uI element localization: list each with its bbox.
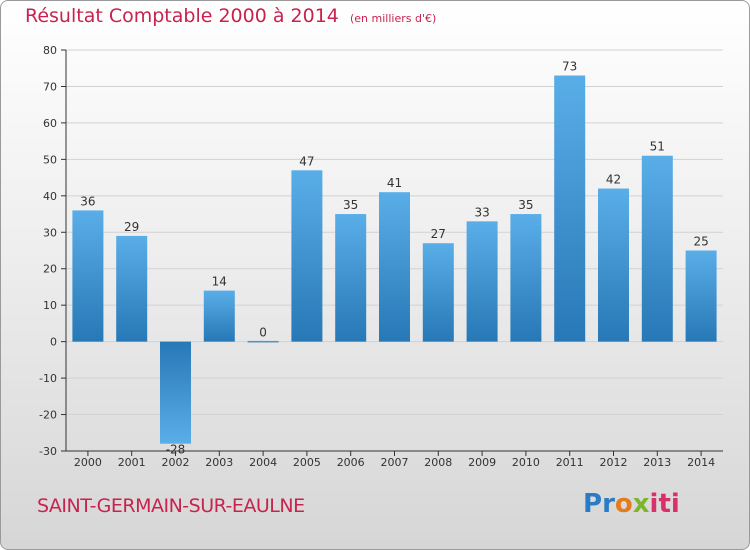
x-tick-label: 2012 bbox=[600, 456, 628, 469]
data-label: 25 bbox=[693, 235, 708, 249]
y-tick-label: 0 bbox=[50, 336, 57, 349]
data-label: 0 bbox=[259, 326, 267, 340]
x-tick-label: 2001 bbox=[118, 456, 146, 469]
data-label: -28 bbox=[166, 443, 186, 457]
x-tick-label: 2009 bbox=[468, 456, 496, 469]
data-label: 42 bbox=[606, 173, 621, 187]
bar bbox=[685, 250, 717, 342]
bar bbox=[335, 214, 367, 342]
y-tick-label: 10 bbox=[43, 299, 57, 312]
x-tick-label: 2010 bbox=[512, 456, 540, 469]
chart-title: Résultat Comptable 2000 à 2014 bbox=[25, 5, 339, 27]
data-label: 35 bbox=[518, 198, 533, 212]
bar bbox=[466, 221, 498, 342]
data-label: 29 bbox=[124, 220, 139, 234]
x-tick-label: 2007 bbox=[381, 456, 409, 469]
x-tick-label: 2011 bbox=[556, 456, 584, 469]
bar bbox=[379, 192, 410, 342]
x-tick-label: 2003 bbox=[205, 456, 233, 469]
bar bbox=[422, 243, 454, 342]
logo-letter: o bbox=[614, 489, 633, 519]
data-label: 33 bbox=[474, 205, 489, 219]
data-label: 47 bbox=[299, 154, 314, 168]
place-name: SAINT-GERMAIN-SUR-EAULNE bbox=[37, 495, 305, 517]
bar bbox=[554, 75, 586, 342]
bar bbox=[291, 170, 323, 342]
x-tick-label: 2008 bbox=[424, 456, 452, 469]
y-tick-label: 70 bbox=[43, 80, 57, 93]
bar-layer bbox=[72, 75, 717, 444]
bar bbox=[72, 210, 104, 342]
y-tick-label: -30 bbox=[39, 445, 57, 458]
x-tick-label: 2013 bbox=[643, 456, 671, 469]
bar bbox=[116, 235, 148, 342]
data-label: 35 bbox=[343, 198, 358, 212]
x-tick-label: 2004 bbox=[249, 456, 277, 469]
logo-letter: t bbox=[658, 489, 671, 519]
x-tick-label: 2002 bbox=[162, 456, 190, 469]
data-label: 14 bbox=[212, 275, 227, 289]
bar bbox=[160, 341, 191, 444]
logo-letter: r bbox=[602, 489, 615, 519]
y-tick-label: 50 bbox=[43, 153, 57, 166]
data-label: 27 bbox=[431, 227, 446, 241]
data-label: 51 bbox=[650, 140, 665, 154]
y-tick-label: 60 bbox=[43, 117, 57, 130]
y-tick-label: 40 bbox=[43, 190, 57, 203]
chart-subtitle: (en milliers d'€) bbox=[349, 12, 437, 25]
bar bbox=[510, 214, 542, 342]
y-tick-label: -10 bbox=[39, 372, 57, 385]
logo-letter: P bbox=[583, 489, 603, 519]
bar bbox=[203, 290, 235, 342]
data-label: 41 bbox=[387, 176, 402, 190]
title-row: Résultat Comptable 2000 à 2014 (en milli… bbox=[25, 5, 436, 27]
data-label: 36 bbox=[80, 194, 95, 208]
x-tick-label: 2005 bbox=[293, 456, 321, 469]
logo-letter: x bbox=[632, 489, 650, 519]
y-tick-label: -20 bbox=[39, 409, 57, 422]
bar bbox=[641, 155, 673, 342]
label-layer: 36 29 -28 14 0 47 35 41 27 33 35 73 42 51 25 bbox=[80, 60, 708, 457]
y-tick-label: 30 bbox=[43, 226, 57, 239]
logo-letter: i bbox=[670, 489, 680, 519]
proxiti-logo[interactable]: Proxiti bbox=[583, 489, 680, 519]
bar bbox=[247, 340, 279, 343]
axis-layer: -30 -20 -10 0 10 20 30 40 50 60 70 80 2000 2001 2002 20… bbox=[39, 44, 723, 469]
x-tick-label: 2000 bbox=[74, 456, 102, 469]
bar bbox=[598, 188, 629, 342]
y-tick-label: 20 bbox=[43, 263, 57, 276]
logo-letter: i bbox=[649, 489, 659, 519]
y-tick-label: 80 bbox=[43, 44, 57, 57]
x-tick-label: 2006 bbox=[337, 456, 365, 469]
data-label: 73 bbox=[562, 60, 577, 74]
x-tick-label: 2014 bbox=[687, 456, 715, 469]
